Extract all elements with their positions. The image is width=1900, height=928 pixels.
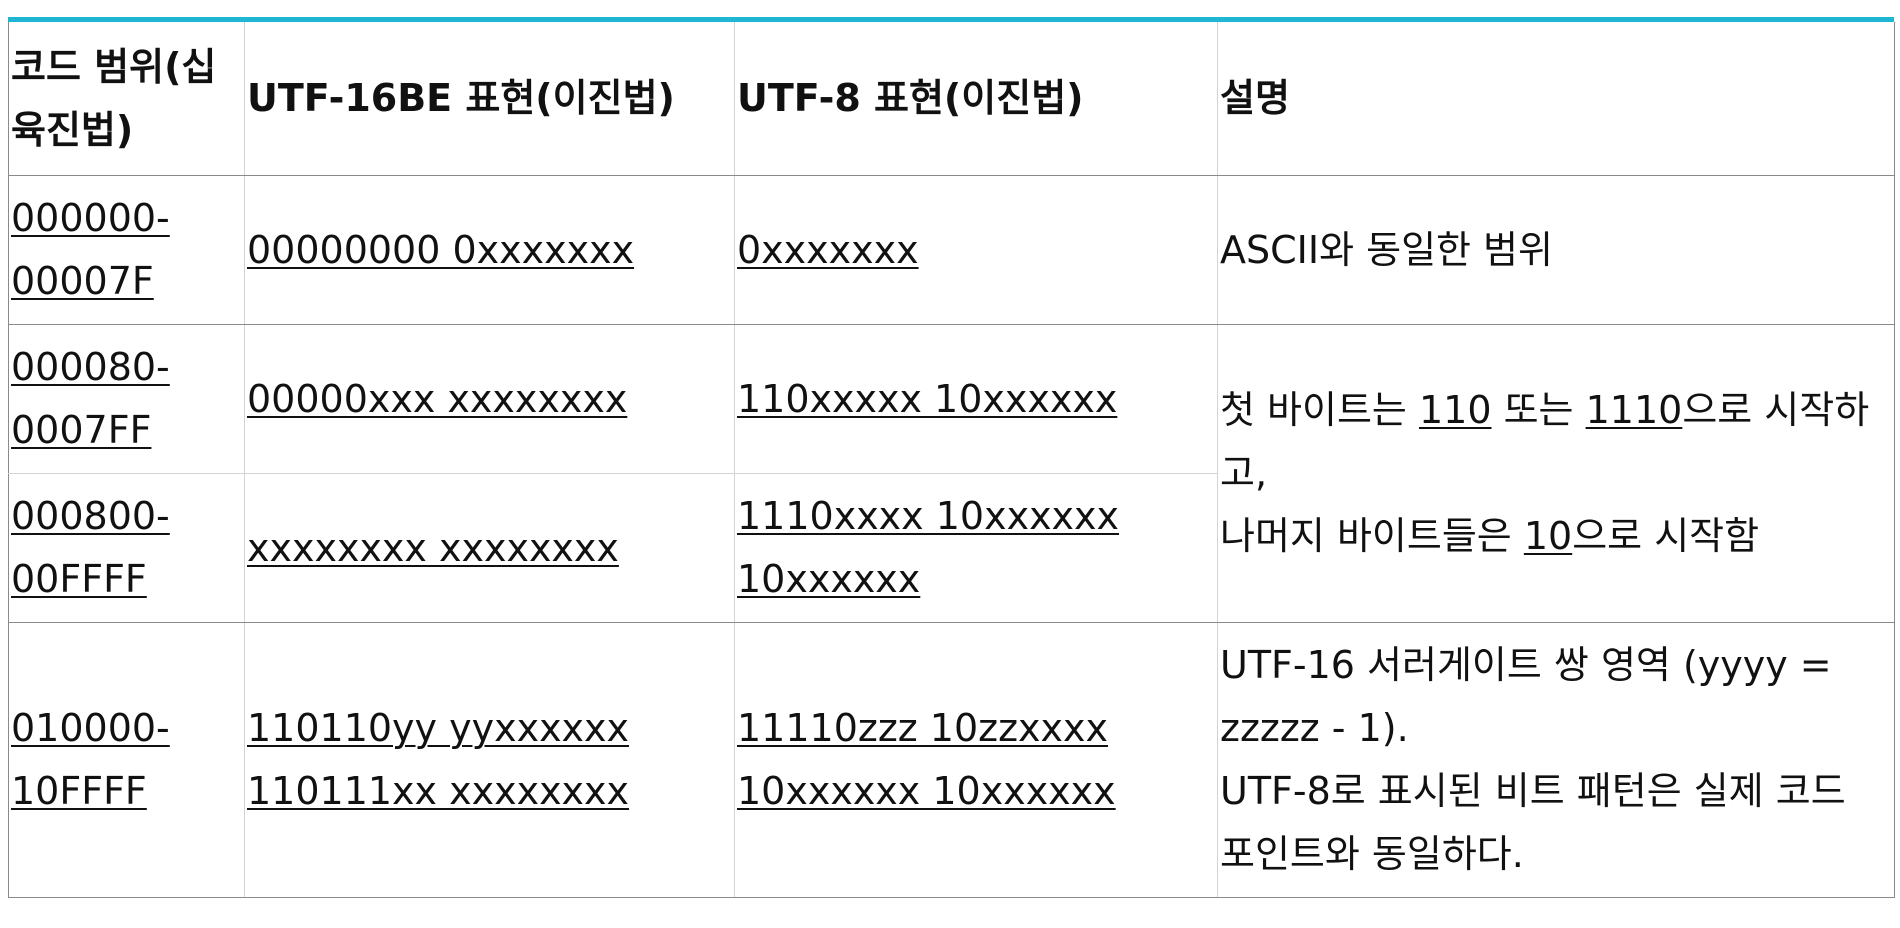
bit-prefix-1110[interactable]: 1110 bbox=[1585, 388, 1683, 432]
header-utf16be: UTF-16BE 표현(이진법) bbox=[244, 22, 735, 176]
header-description: 설명 bbox=[1217, 22, 1895, 176]
header-utf8: UTF-8 표현(이진법) bbox=[734, 22, 1218, 176]
description-text: UTF-8로 표시된 비트 패턴은 실제 코드 포인트와 동일하다. bbox=[1220, 769, 1846, 876]
description-text: ASCII와 동일한 범위 bbox=[1220, 227, 1553, 272]
utf16-bits[interactable]: 00000xxx xxxxxxxx bbox=[247, 376, 628, 421]
utf8-bits[interactable]: 110xxxxx 10xxxxxx bbox=[737, 376, 1118, 421]
bit-prefix-110[interactable]: 110 bbox=[1418, 388, 1492, 432]
code-range-cell: 010000-10FFFF bbox=[8, 622, 245, 898]
code-range-link[interactable]: 000800-00FFFF bbox=[11, 494, 170, 601]
code-range-cell: 000080-0007FF bbox=[8, 324, 245, 474]
description-text: UTF-16 서러게이트 쌍 영역 (yyyy = zzzzz - 1). bbox=[1220, 643, 1832, 750]
description-cell: UTF-16 서러게이트 쌍 영역 (yyyy = zzzzz - 1). UT… bbox=[1217, 622, 1895, 898]
utf16-cell: 110110yy yyxxxxxx 110111xx xxxxxxxx bbox=[244, 622, 735, 898]
description-fragment: 첫 바이트는 bbox=[1220, 388, 1419, 432]
table-row: 010000-10FFFF 110110yy yyxxxxxx 110111xx… bbox=[8, 622, 1895, 898]
utf8-cell: 1110xxxx 10xxxxxx 10xxxxxx bbox=[734, 473, 1218, 623]
utf-encoding-table: 코드 범위(십육진법) UTF-16BE 표현(이진법) UTF-8 표현(이진… bbox=[8, 22, 1895, 898]
utf16-cell: 00000000 0xxxxxxx bbox=[244, 175, 735, 325]
table-top-accent-bar bbox=[8, 17, 1894, 22]
description-fragment: 나머지 바이트들은 bbox=[1220, 514, 1524, 558]
code-range-link[interactable]: 000000-00007F bbox=[11, 196, 170, 303]
code-range-link[interactable]: 010000-10FFFF bbox=[11, 706, 170, 813]
description-fragment: 으로 시작함 bbox=[1572, 514, 1760, 558]
utf8-cell: 110xxxxx 10xxxxxx bbox=[734, 324, 1218, 474]
utf8-cell: 11110zzz 10zzxxxx 10xxxxxx 10xxxxxx bbox=[734, 622, 1218, 898]
bit-prefix-10[interactable]: 10 bbox=[1523, 514, 1573, 558]
utf8-cell: 0xxxxxxx bbox=[734, 175, 1218, 325]
utf8-bits[interactable]: 0xxxxxxx bbox=[737, 227, 919, 272]
description-fragment: 으로 시작하고, bbox=[1220, 388, 1870, 495]
utf16-cell: 00000xxx xxxxxxxx bbox=[244, 324, 735, 474]
utf8-bits[interactable]: 11110zzz 10zzxxxx bbox=[737, 706, 1109, 750]
utf8-bits[interactable]: 10xxxxxx bbox=[737, 557, 921, 601]
encoding-table-container: 코드 범위(십육진법) UTF-16BE 표현(이진법) UTF-8 표현(이진… bbox=[8, 17, 1895, 898]
utf16-bits[interactable]: 110111xx xxxxxxxx bbox=[247, 769, 630, 813]
header-code-range: 코드 범위(십육진법) bbox=[8, 22, 245, 176]
utf16-cell: xxxxxxxx xxxxxxxx bbox=[244, 473, 735, 623]
table-header-row: 코드 범위(십육진법) UTF-16BE 표현(이진법) UTF-8 표현(이진… bbox=[8, 22, 1895, 176]
table-row: 000800-00FFFF xxxxxxxx xxxxxxxx 1110xxxx… bbox=[8, 473, 1895, 623]
description-cell: 첫 바이트는 110 또는 1110으로 시작하고, 나머지 바이트들은 10으… bbox=[1217, 324, 1895, 623]
utf16-bits[interactable]: xxxxxxxx xxxxxxxx bbox=[247, 525, 619, 570]
utf8-bits[interactable]: 10xxxxxx 10xxxxxx bbox=[737, 769, 1116, 813]
table-row: 000000-00007F 00000000 0xxxxxxx 0xxxxxxx… bbox=[8, 175, 1895, 325]
code-range-cell: 000800-00FFFF bbox=[8, 473, 245, 623]
utf16-bits[interactable]: 00000000 0xxxxxxx bbox=[247, 227, 635, 272]
utf8-bits[interactable]: 1110xxxx 10xxxxxx bbox=[737, 494, 1120, 538]
code-range-link[interactable]: 000080-0007FF bbox=[11, 345, 170, 452]
description-text: 첫 바이트는 110 또는 1110으로 시작하고, bbox=[1220, 379, 1892, 505]
code-range-cell: 000000-00007F bbox=[8, 175, 245, 325]
description-text: 나머지 바이트들은 10으로 시작함 bbox=[1220, 505, 1892, 568]
description-fragment: 또는 bbox=[1491, 388, 1586, 432]
description-cell: ASCII와 동일한 범위 bbox=[1217, 175, 1895, 325]
utf16-bits[interactable]: 110110yy yyxxxxxx bbox=[247, 706, 630, 750]
table-row: 000080-0007FF 00000xxx xxxxxxxx 110xxxxx… bbox=[8, 324, 1895, 623]
